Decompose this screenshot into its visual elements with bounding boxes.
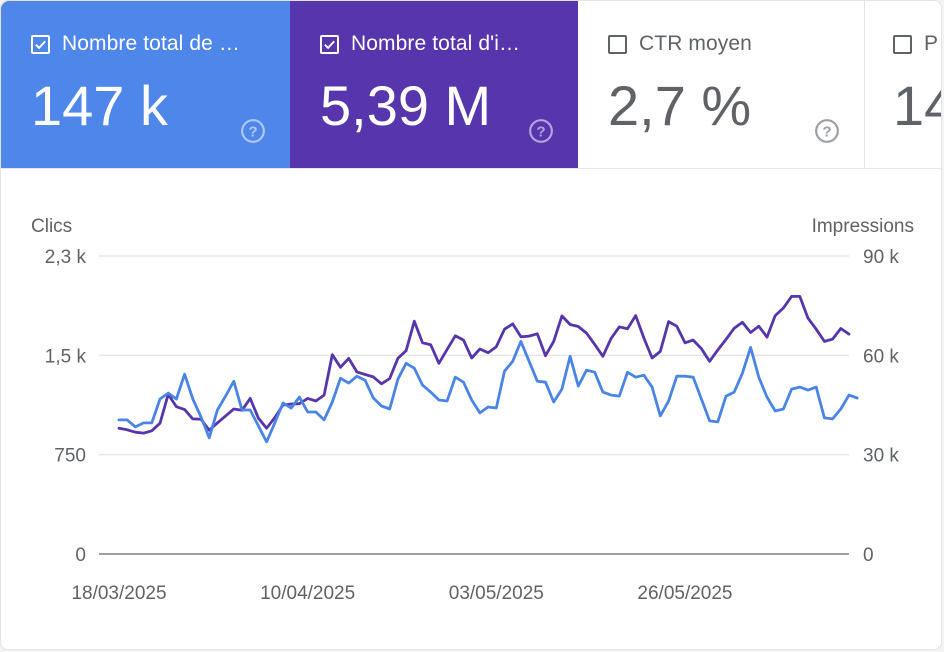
y-right-axis-title: Impressions <box>812 216 914 237</box>
metric-tile-header: CTR moyen <box>608 32 752 56</box>
svg-text:?: ? <box>536 123 545 140</box>
metric-value: 2,7 % <box>608 74 752 137</box>
metric-label: Nombre total d'i… <box>351 32 521 55</box>
unchecked-checkbox-icon[interactable] <box>893 34 912 54</box>
x-tick-label: 03/05/2025 <box>449 583 544 604</box>
checked-checkbox-icon[interactable] <box>31 34 50 54</box>
help-icon[interactable]: ? <box>814 118 840 144</box>
metric-tile-impressions[interactable]: Nombre total d'i… 5,39 M ? <box>290 1 578 168</box>
metric-tile-position[interactable]: P 14 <box>865 1 941 168</box>
y-right-tick-label: 60 k <box>863 346 899 367</box>
metric-label: CTR moyen <box>639 32 752 55</box>
metric-value: 147 k <box>31 74 168 137</box>
x-tick-label: 10/04/2025 <box>260 583 355 604</box>
checked-checkbox-icon[interactable] <box>320 34 339 54</box>
metric-value: 5,39 M <box>320 74 492 137</box>
y-left-tick-label: 750 <box>54 446 86 467</box>
x-tick-label: 18/03/2025 <box>71 583 166 604</box>
help-icon[interactable]: ? <box>528 118 554 144</box>
metric-tile-clicks[interactable]: Nombre total de … 147 k ? <box>1 1 290 168</box>
metric-tile-header: P <box>893 32 938 56</box>
performance-chart: Clics Impressions 0 0 750 30 k 1,5 k 60 k 2,3 k 9… <box>1 169 941 649</box>
svg-text:?: ? <box>822 123 831 140</box>
metric-tile-ctr[interactable]: CTR moyen 2,7 % ? <box>578 1 865 168</box>
x-tick-label: 26/05/2025 <box>637 583 732 604</box>
y-left-tick-label: 2,3 k <box>45 247 87 268</box>
metric-label: P <box>924 32 939 55</box>
svg-text:?: ? <box>248 123 257 140</box>
help-icon[interactable]: ? <box>240 118 266 144</box>
y-right-tick-label: 0 <box>863 545 874 566</box>
y-left-axis-title: Clics <box>31 216 72 237</box>
metric-tile-header: Nombre total d'i… <box>320 32 520 56</box>
metric-tiles: Nombre total de … 147 k ? Nombre total d… <box>1 1 941 169</box>
y-left-tick-label: 1,5 k <box>45 346 87 367</box>
y-right-tick-label: 30 k <box>863 446 899 467</box>
line-chart: Clics Impressions 0 0 750 30 k 1,5 k 60 k 2,3 k 9… <box>31 216 914 604</box>
series-line-clics <box>117 339 859 444</box>
unchecked-checkbox-icon[interactable] <box>608 34 627 54</box>
y-left-tick-label: 0 <box>75 545 86 566</box>
y-right-tick-label: 90 k <box>863 247 899 268</box>
metric-tile-header: Nombre total de … <box>31 32 240 56</box>
series-line-impressions <box>117 295 851 435</box>
metric-value: 14 <box>893 74 941 137</box>
metric-label: Nombre total de … <box>62 32 240 55</box>
